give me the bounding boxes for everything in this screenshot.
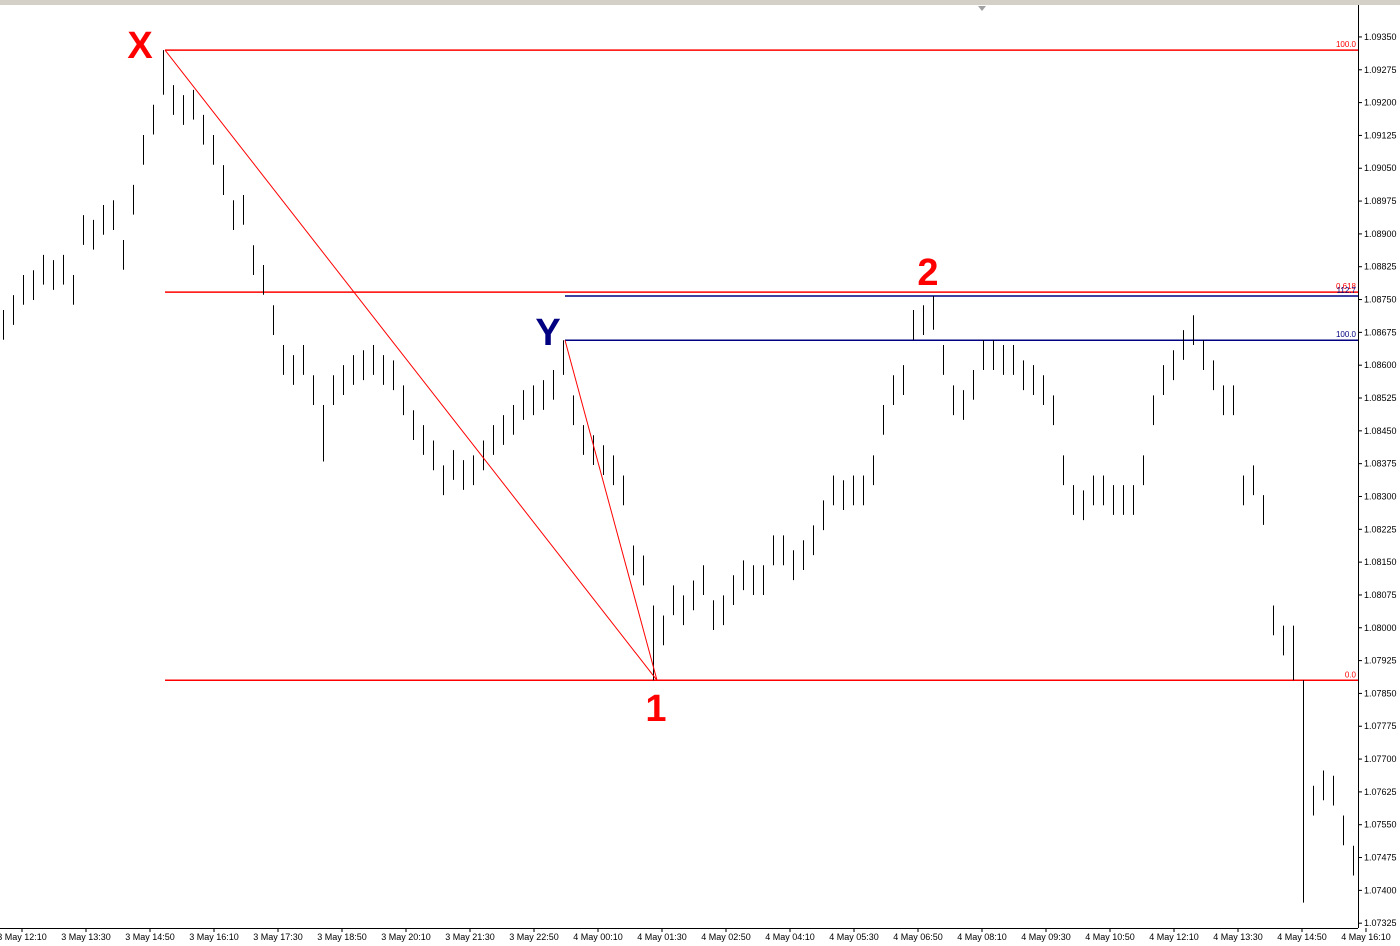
x-tick-label: 3 May 18:50 (317, 932, 367, 942)
x-tick-label: 3 May 16:10 (189, 932, 239, 942)
trend-line (564, 340, 658, 681)
y-tick-label: 1.08300 (1364, 491, 1397, 501)
x-tick-label: 4 May 14:50 (1277, 932, 1327, 942)
pivot-label: X (127, 25, 153, 67)
y-tick-label: 1.08750 (1364, 295, 1397, 305)
y-tick-label: 1.09350 (1364, 32, 1397, 42)
pivot-label: 1 (645, 688, 666, 730)
fib-level-label: 100.0 (1336, 40, 1357, 49)
x-tick-label: 3 May 17:30 (253, 932, 303, 942)
x-tick-label: 3 May 12:10 (0, 932, 47, 942)
x-tick-label: 4 May 01:30 (637, 932, 687, 942)
y-tick-label: 1.07325 (1364, 918, 1397, 928)
x-tick-label: 4 May 06:50 (893, 932, 943, 942)
y-tick-label: 1.09275 (1364, 65, 1397, 75)
x-tick-label: 4 May 12:10 (1149, 932, 1199, 942)
pivot-label: 2 (917, 252, 938, 294)
y-tick-label: 1.07700 (1364, 754, 1397, 764)
y-tick-label: 1.08150 (1364, 557, 1397, 567)
y-tick-label: 1.07775 (1364, 721, 1397, 731)
shift-marker (978, 6, 986, 11)
y-tick-label: 1.09125 (1364, 130, 1397, 140)
y-tick-label: 1.08450 (1364, 426, 1397, 436)
y-tick-label: 1.07400 (1364, 885, 1397, 895)
trend-line (164, 49, 658, 681)
y-tick-label: 1.08975 (1364, 196, 1397, 206)
toolbar-strip (0, 0, 1400, 5)
y-tick-label: 1.08225 (1364, 524, 1397, 534)
x-tick-label: 4 May 10:50 (1085, 932, 1135, 942)
pivot-label: Y (535, 312, 560, 354)
y-tick-label: 1.08525 (1364, 393, 1397, 403)
y-tick-label: 1.08825 (1364, 262, 1397, 272)
y-tick-label: 1.07625 (1364, 787, 1397, 797)
y-tick-label: 1.09050 (1364, 163, 1397, 173)
y-tick-label: 1.07925 (1364, 656, 1397, 666)
x-tick-label: 4 May 00:10 (573, 932, 623, 942)
x-tick-label: 4 May 09:30 (1021, 932, 1071, 942)
x-tick-label: 3 May 22:50 (509, 932, 559, 942)
x-tick-label: 4 May 13:30 (1213, 932, 1263, 942)
fib-level-label: 0.618 (1336, 282, 1357, 291)
x-tick-label: 3 May 14:50 (125, 932, 175, 942)
y-tick-label: 1.07550 (1364, 820, 1397, 830)
fib-level-label: 112.7 (1337, 286, 1357, 295)
y-tick-label: 1.07850 (1364, 688, 1397, 698)
x-tick-label: 3 May 20:10 (381, 932, 431, 942)
y-tick-label: 1.08675 (1364, 327, 1397, 337)
y-tick-label: 1.09200 (1364, 98, 1397, 108)
y-tick-label: 1.08600 (1364, 360, 1397, 370)
x-tick-label: 4 May 08:10 (957, 932, 1007, 942)
x-tick-label: 3 May 21:30 (445, 932, 495, 942)
y-tick-label: 1.08900 (1364, 229, 1397, 239)
fib-level-label: 0.0 (1345, 670, 1357, 679)
y-tick-label: 1.08075 (1364, 590, 1397, 600)
y-tick-label: 1.08000 (1364, 623, 1397, 633)
x-tick-label: 4 May 04:10 (765, 932, 815, 942)
x-tick-label: 4 May 16:10 (1341, 932, 1391, 942)
fib-level-label: 100.0 (1336, 330, 1357, 339)
x-tick-label: 4 May 02:50 (701, 932, 751, 942)
y-tick-label: 1.07475 (1364, 853, 1397, 863)
x-tick-label: 4 May 05:30 (829, 932, 879, 942)
x-tick-label: 3 May 13:30 (61, 932, 111, 942)
y-tick-label: 1.08375 (1364, 459, 1397, 469)
